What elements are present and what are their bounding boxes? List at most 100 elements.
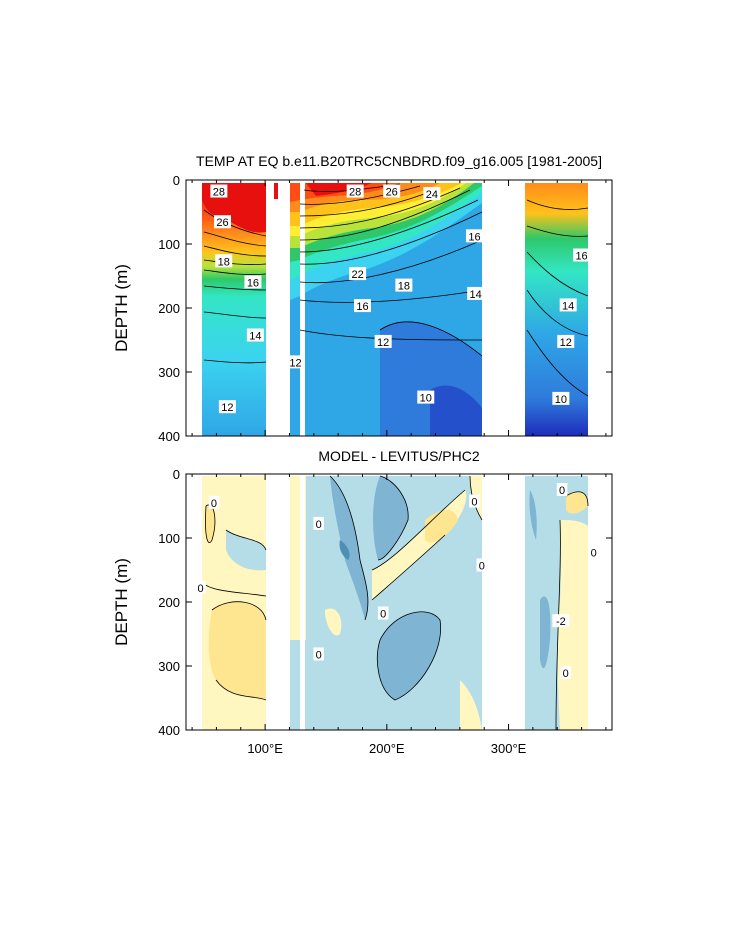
y-tick-label: 300	[158, 659, 180, 674]
contour-label: 14	[246, 328, 264, 343]
y-tick-label: 400	[158, 723, 180, 738]
contour-label: 0	[208, 495, 220, 510]
contour-label-box	[246, 328, 264, 342]
contour-label: 14	[559, 298, 577, 312]
contour-label: 18	[215, 254, 233, 268]
contour-label: 0	[588, 545, 599, 560]
y-tick-label: 400	[158, 429, 180, 444]
contour-label-box	[552, 391, 570, 405]
top-y-axis-label: DEPTH (m)	[112, 264, 131, 352]
contour-label-text: 12	[560, 337, 572, 349]
contour-label-text: 0	[591, 548, 597, 560]
contour-label: 26	[383, 184, 401, 199]
contour-label: -2	[552, 614, 570, 628]
contour-label-text: 10	[555, 394, 567, 406]
contour-label-box	[560, 666, 571, 680]
contour-label: 12	[374, 334, 392, 349]
contour-label-text: 14	[562, 300, 574, 312]
contour-label-box	[573, 248, 591, 262]
contour-label-box	[588, 545, 599, 559]
contour-label-box	[349, 267, 367, 281]
contour-label-text: 0	[211, 498, 217, 510]
contour-label: 0	[560, 666, 571, 680]
contour-label: 18	[395, 278, 413, 293]
y-tick-label: 100	[158, 237, 180, 252]
contour-label-text: 22	[351, 269, 363, 281]
contour-label-box	[467, 286, 485, 300]
contour-label: 0	[313, 516, 324, 531]
contour-label-text: 0	[479, 561, 485, 573]
top-contour-labels: 28 26 18 16 14 12 12 28 26 24 16 22 18 16 14 12 10 16 14 12…	[210, 184, 591, 414]
difference-panel: MODEL - LEVITUS/PHC2	[112, 448, 613, 756]
bottom-panel-title: MODEL - LEVITUS/PHC2	[318, 448, 480, 464]
contour-label-box	[476, 558, 488, 572]
contour-label: 24	[423, 187, 441, 201]
bottom-contour-labels: 0 0 0 0 0 0 0 0 0 -2 0	[195, 483, 599, 680]
contour-label: 0	[195, 580, 206, 595]
contour-label-text: 0	[380, 609, 386, 621]
contour-label-text: 26	[216, 217, 228, 229]
contour-label: 28	[346, 184, 364, 199]
contour-label: 14	[467, 286, 485, 301]
contour-label: 22	[349, 267, 367, 281]
x-tick-label: 100°E	[247, 741, 283, 756]
contour-label-box	[469, 494, 480, 508]
contour-label-box	[383, 184, 401, 198]
temperature-field	[202, 183, 589, 436]
contour-label-box	[559, 298, 577, 312]
contour-label: 12	[218, 400, 236, 414]
contour-label: 16	[244, 275, 262, 289]
contour-label-text: -2	[556, 616, 566, 628]
contour-label-box	[214, 215, 232, 229]
contour-label-text: 16	[356, 301, 368, 313]
contour-label-text: 14	[249, 331, 261, 343]
contour-label-box	[417, 390, 435, 404]
x-tick-label: 300°E	[491, 741, 527, 756]
contour-label-text: 0	[471, 497, 477, 509]
contour-label-text: 28	[349, 187, 361, 199]
y-tick-label: 300	[158, 365, 180, 380]
contour-label-text: 12	[221, 402, 233, 414]
y-tick-label: 0	[173, 467, 180, 482]
contour-label-box	[374, 334, 392, 348]
y-tick-label: 200	[158, 595, 180, 610]
contour-label: 16	[353, 299, 371, 313]
contour-label: 0	[556, 483, 568, 497]
contour-label-text: 0	[563, 668, 569, 680]
contour-label-text: 24	[426, 189, 438, 201]
contour-label-text: 16	[575, 251, 587, 263]
bottom-y-axis-label: DEPTH (m)	[112, 558, 131, 646]
contour-label-box	[346, 184, 364, 198]
contour-label: 12	[287, 355, 305, 369]
bottom-y-axis: 0 100 200 300 400	[158, 467, 612, 738]
contour-label-text: 16	[247, 277, 259, 289]
contour-label-box	[395, 278, 413, 292]
contour-label: 10	[552, 391, 570, 406]
contour-label-text: 18	[218, 256, 230, 268]
contour-label: 12	[557, 334, 575, 349]
contour-label-text: 28	[213, 187, 225, 199]
y-tick-label: 100	[158, 531, 180, 546]
y-tick-label: 0	[173, 173, 180, 188]
bottom-x-axis: 100°E 200°E 300°E	[191, 474, 607, 756]
contour-label-box	[195, 580, 206, 594]
contour-label: 0	[377, 606, 389, 621]
contour-label-box	[377, 606, 389, 620]
contour-label-text: 12	[377, 337, 389, 349]
contour-label-box	[287, 355, 305, 369]
contour-label-text: 0	[559, 485, 565, 497]
contour-label-text: 12	[289, 357, 301, 369]
contour-label-box	[244, 275, 262, 289]
contour-label-box	[557, 334, 575, 348]
top-y-axis: 0 100 200 300 400	[158, 173, 612, 444]
contour-label-box	[313, 647, 324, 661]
contour-label-text: 0	[316, 649, 322, 661]
contour-label: 26	[214, 215, 232, 229]
contour-label: 28	[210, 184, 228, 199]
contour-label-text: 0	[316, 519, 322, 531]
contour-label-text: 0	[198, 583, 204, 595]
x-tick-label: 200°E	[369, 741, 405, 756]
contour-label: 10	[417, 390, 435, 405]
contour-label-box	[423, 187, 441, 201]
